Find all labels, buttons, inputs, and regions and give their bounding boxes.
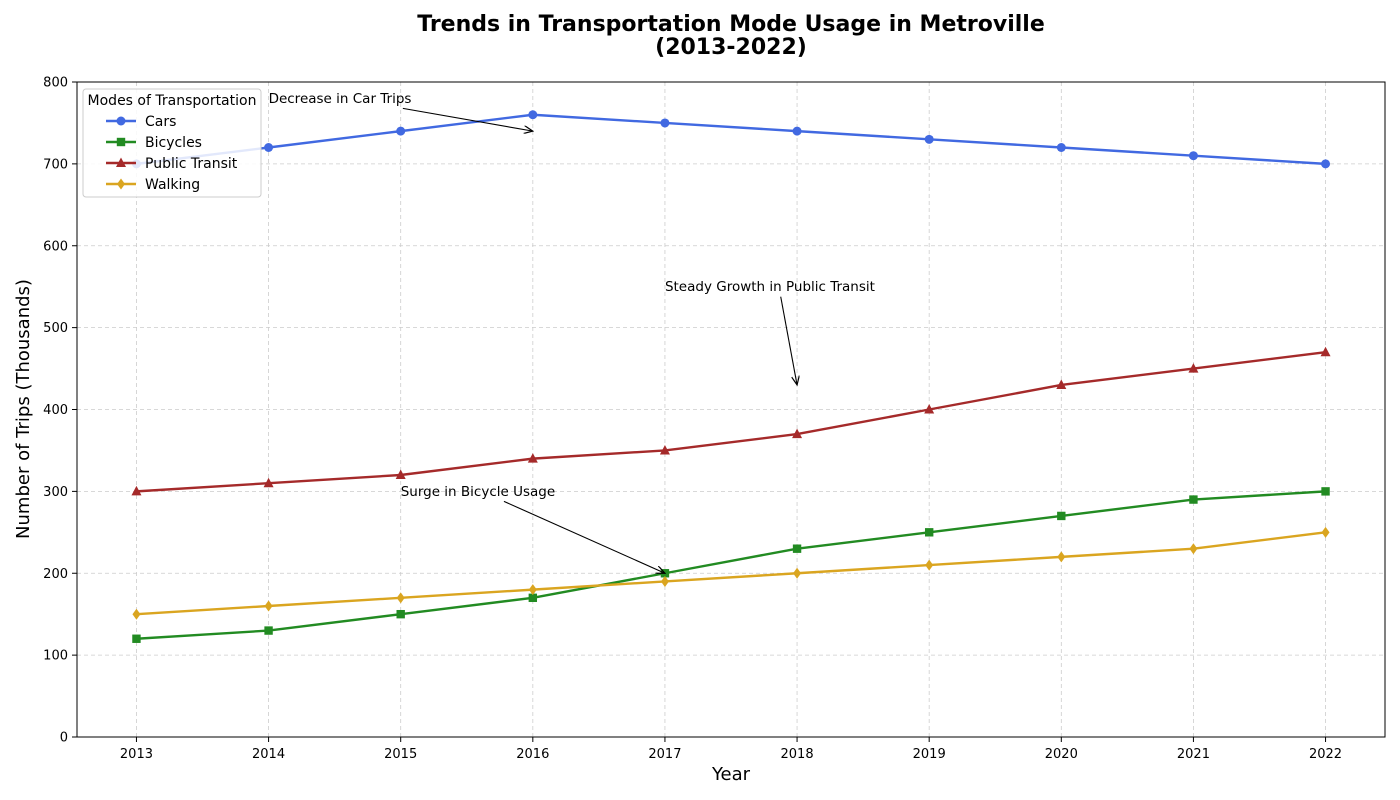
data-point-cars bbox=[1056, 143, 1066, 152]
y-tick-label: 500 bbox=[43, 321, 68, 336]
data-point-bicycles bbox=[1321, 487, 1330, 496]
annotation-label-1: Steady Growth in Public Transit bbox=[665, 279, 875, 295]
data-point-cars bbox=[264, 143, 274, 152]
x-tick-label: 2020 bbox=[1045, 747, 1078, 762]
legend-marker-walking bbox=[117, 178, 125, 190]
legend: Modes of Transportation Cars Bicycles Publ… bbox=[82, 88, 262, 198]
series-line-walking bbox=[136, 531, 1326, 616]
y-tick-label: 200 bbox=[43, 567, 68, 582]
data-point-walking bbox=[528, 584, 537, 596]
y-tick-label: 700 bbox=[43, 157, 68, 172]
data-point-walking bbox=[793, 567, 802, 579]
axes: 2013 2014 2015 2016 2017 2018 2019 2020 2021 2022… bbox=[43, 76, 1386, 762]
series-public-transit bbox=[131, 346, 1331, 496]
chart-title-line-1: Trends in Transportation Mode Usage in M… bbox=[417, 12, 1045, 37]
series-line-public-transit bbox=[136, 350, 1326, 493]
x-tick-label: 2022 bbox=[1309, 747, 1342, 762]
legend-box bbox=[82, 88, 262, 198]
annotation-arrow-2 bbox=[503, 500, 665, 573]
data-point-cars bbox=[528, 110, 538, 120]
legend-marker-cars bbox=[116, 116, 126, 126]
annotation-arrow-0 bbox=[402, 107, 533, 131]
data-point-cars bbox=[660, 118, 670, 128]
y-tick-label: 800 bbox=[43, 76, 68, 91]
x-tick-label: 2018 bbox=[781, 747, 814, 762]
legend-label-bicycles: Bicycles bbox=[145, 135, 202, 151]
x-tick-label: 2016 bbox=[516, 747, 549, 762]
legend-marker-bicycles bbox=[116, 137, 126, 147]
data-point-walking bbox=[1057, 551, 1066, 563]
legend-label-cars: Cars bbox=[145, 114, 176, 130]
y-axis-label: Number of Trips (Thousands) bbox=[13, 279, 34, 539]
data-point-bicycles bbox=[264, 626, 273, 635]
data-point-public-transit bbox=[924, 404, 935, 414]
data-point-walking bbox=[925, 559, 934, 571]
legend-label-public-transit: Public Transit bbox=[145, 156, 238, 172]
data-point-public-transit bbox=[527, 453, 538, 463]
y-tick-label: 0 bbox=[60, 731, 68, 746]
y-tick-label: 600 bbox=[43, 239, 68, 254]
data-point-public-transit bbox=[263, 477, 274, 488]
data-point-walking bbox=[1321, 526, 1330, 538]
x-tick-label: 2019 bbox=[913, 747, 946, 762]
series-line-cars bbox=[136, 113, 1326, 166]
data-point-bicycles bbox=[528, 593, 538, 603]
annotation-label-2: Surge in Bicycle Usage bbox=[401, 484, 555, 500]
legend-item-bicycles: Bicycles bbox=[106, 135, 202, 151]
data-point-public-transit bbox=[792, 428, 803, 439]
y-tick-label: 400 bbox=[43, 403, 68, 418]
legend-item-cars: Cars bbox=[106, 114, 176, 130]
data-point-public-transit bbox=[395, 469, 406, 479]
data-point-bicycles bbox=[132, 634, 141, 643]
series-line-bicycles bbox=[136, 490, 1326, 640]
x-tick-label: 2014 bbox=[252, 747, 285, 762]
data-point-public-transit bbox=[1320, 346, 1331, 357]
data-point-bicycles bbox=[1057, 511, 1066, 521]
data-point-public-transit bbox=[1056, 379, 1067, 389]
data-point-walking bbox=[264, 600, 273, 612]
legend-marker-public-transit bbox=[116, 157, 126, 167]
legend-title: Modes of Transportation bbox=[88, 93, 257, 109]
annotations: Decrease in Car Trips Steady Growth in Pu… bbox=[269, 91, 875, 573]
chart-title-line-2: (2013-2022) bbox=[655, 35, 807, 60]
legend-item-walking: Walking bbox=[106, 177, 200, 193]
data-point-cars bbox=[792, 126, 802, 136]
legend-label-walking: Walking bbox=[145, 177, 200, 193]
data-point-cars bbox=[924, 134, 934, 144]
data-point-public-transit bbox=[1188, 363, 1199, 373]
x-tick-label: 2013 bbox=[120, 747, 153, 762]
data-point-public-transit bbox=[659, 444, 670, 455]
data-point-bicycles bbox=[1189, 495, 1198, 504]
data-point-bicycles bbox=[792, 544, 802, 553]
legend-item-public-transit: Public Transit bbox=[106, 156, 238, 172]
annotation-label-0: Decrease in Car Trips bbox=[269, 91, 412, 107]
series-lines bbox=[131, 110, 1331, 643]
series-walking bbox=[132, 526, 1330, 620]
x-tick-label: 2021 bbox=[1177, 747, 1210, 762]
y-tick-label: 300 bbox=[43, 485, 68, 500]
legend-items: Cars Bicycles Public Transit Walking bbox=[106, 114, 238, 193]
data-point-cars bbox=[396, 126, 406, 136]
data-point-cars bbox=[1321, 159, 1331, 169]
data-point-walking bbox=[1189, 543, 1198, 555]
data-point-bicycles bbox=[924, 528, 934, 537]
x-axis-label: Year bbox=[711, 764, 751, 785]
data-point-public-transit bbox=[131, 485, 142, 496]
x-tick-label: 2017 bbox=[648, 747, 681, 762]
data-point-cars bbox=[1188, 151, 1198, 161]
data-point-walking bbox=[132, 608, 141, 620]
annotation-arrow-1 bbox=[780, 296, 797, 385]
x-tick-label: 2015 bbox=[384, 747, 417, 762]
data-point-bicycles bbox=[396, 609, 405, 619]
data-point-walking bbox=[660, 575, 669, 587]
data-point-walking bbox=[396, 592, 405, 604]
y-tick-label: 100 bbox=[43, 649, 68, 664]
